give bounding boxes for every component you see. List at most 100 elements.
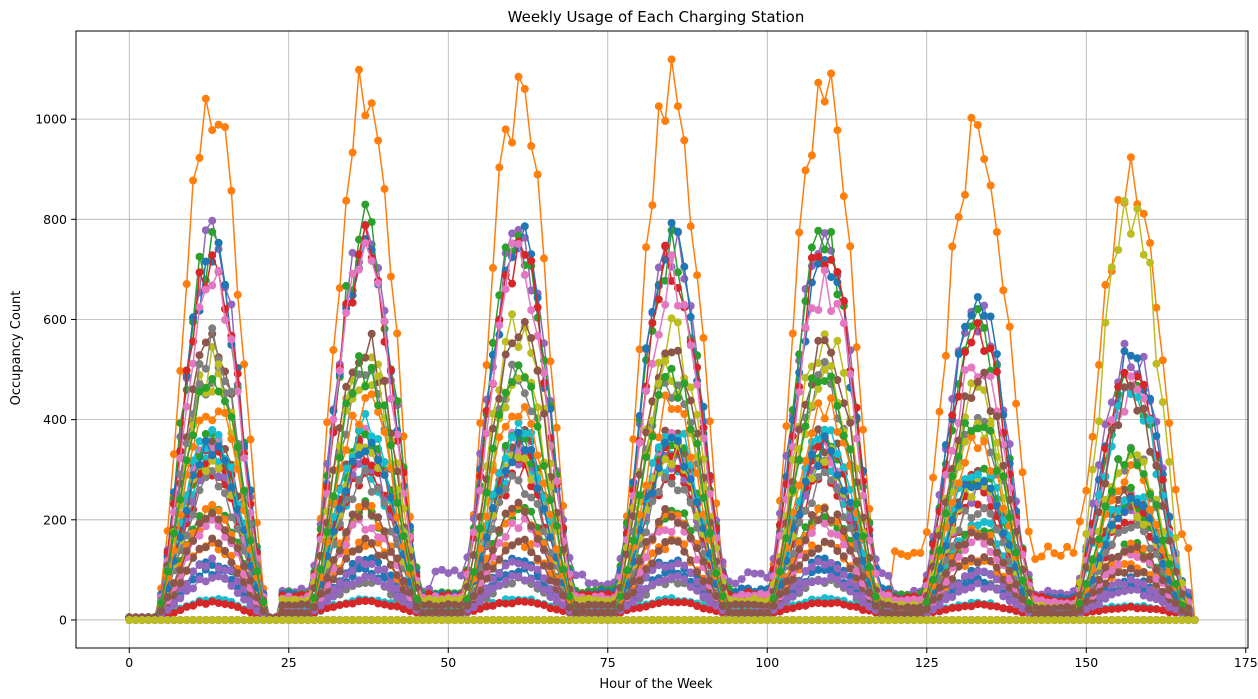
data-point [992, 367, 1001, 376]
data-point [814, 252, 823, 261]
data-point [195, 303, 204, 312]
data-point [335, 284, 344, 293]
data-point [214, 482, 223, 491]
data-point [686, 222, 695, 231]
data-point [980, 504, 989, 512]
data-point [329, 466, 338, 475]
data-point [910, 604, 918, 612]
data-point [667, 460, 676, 469]
data-point [1126, 372, 1135, 381]
data-point [533, 331, 542, 340]
data-point [348, 298, 357, 307]
data-point [1139, 250, 1148, 259]
data-point [629, 503, 638, 512]
data-point [648, 326, 657, 335]
data-point [1095, 417, 1103, 426]
data-point [533, 293, 542, 302]
data-point [961, 190, 969, 199]
data-point [999, 461, 1008, 470]
data-point [208, 227, 217, 236]
data-point [673, 301, 682, 310]
data-point [508, 239, 517, 248]
data-point [227, 513, 236, 522]
data-point [833, 564, 842, 573]
series-group [125, 55, 1199, 624]
data-point [1107, 425, 1116, 434]
data-point [941, 441, 950, 449]
data-point [501, 533, 510, 541]
data-point [680, 547, 689, 556]
data-point [1063, 542, 1072, 551]
data-point [374, 372, 383, 380]
data-point [814, 306, 823, 314]
data-point [214, 266, 223, 275]
data-point [897, 550, 906, 559]
data-point [839, 297, 848, 306]
data-point [195, 351, 204, 360]
data-point [737, 600, 746, 609]
data-point [948, 411, 957, 420]
data-point [169, 450, 178, 459]
data-point [348, 269, 357, 278]
data-point [501, 285, 510, 294]
data-point [903, 603, 912, 612]
data-point [731, 600, 740, 609]
data-point [661, 473, 670, 482]
data-point [201, 338, 210, 347]
data-point [750, 600, 759, 609]
data-point [591, 579, 599, 588]
data-point [693, 429, 702, 438]
data-point [182, 280, 191, 288]
data-point [827, 273, 836, 282]
data-point [1018, 468, 1027, 477]
data-point [801, 166, 810, 175]
data-point [661, 276, 670, 285]
data-point [635, 345, 644, 354]
data-point [954, 392, 963, 401]
data-point [648, 559, 657, 568]
data-point [437, 596, 446, 605]
data-point [686, 341, 695, 350]
data-point [635, 438, 644, 447]
data-point [910, 548, 918, 557]
data-point [386, 394, 395, 403]
data-point [916, 549, 925, 557]
data-point [380, 184, 389, 193]
data-point [1031, 555, 1040, 564]
data-point [527, 286, 536, 295]
data-point [667, 479, 676, 488]
data-point [380, 317, 389, 326]
data-point [361, 111, 370, 120]
data-point [941, 351, 950, 360]
data-point [750, 594, 759, 603]
data-point [469, 528, 478, 537]
data-point [342, 554, 351, 563]
data-point [214, 430, 223, 439]
data-point [488, 424, 497, 433]
data-point [527, 257, 536, 265]
data-point [1146, 544, 1155, 553]
data-point [495, 321, 504, 330]
data-point [514, 524, 523, 533]
data-point [820, 245, 829, 254]
data-point [1152, 432, 1161, 440]
data-point [348, 248, 357, 257]
data-point [514, 333, 523, 342]
data-point [852, 403, 861, 412]
data-point [240, 454, 249, 463]
data-point [954, 350, 963, 358]
data-point [552, 423, 561, 432]
data-point [533, 366, 542, 375]
data-point [335, 366, 344, 375]
data-point [508, 229, 517, 238]
data-point [1171, 533, 1180, 542]
data-point [744, 568, 753, 577]
data-point [1120, 347, 1129, 356]
data-point [195, 360, 204, 368]
data-point [961, 348, 969, 356]
data-point [278, 601, 287, 610]
data-point [1101, 420, 1110, 429]
data-point [1126, 483, 1135, 492]
data-point [954, 212, 963, 221]
data-point [967, 338, 976, 347]
